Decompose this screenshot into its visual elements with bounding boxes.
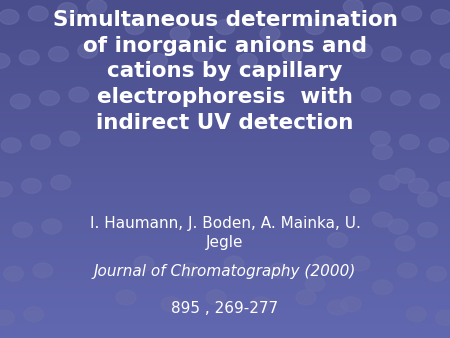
Circle shape [215, 20, 235, 34]
Circle shape [305, 276, 325, 291]
Circle shape [395, 168, 415, 183]
Circle shape [42, 219, 62, 234]
Circle shape [350, 189, 370, 203]
Circle shape [4, 266, 23, 281]
Circle shape [305, 20, 325, 34]
Circle shape [373, 145, 392, 160]
Circle shape [429, 138, 449, 153]
Circle shape [0, 182, 12, 197]
Text: I. Haumann, J. Boden, A. Mainka, U.
Jegle: I. Haumann, J. Boden, A. Mainka, U. Jegl… [90, 216, 360, 250]
Circle shape [251, 297, 271, 312]
Circle shape [402, 6, 422, 21]
Circle shape [170, 26, 190, 41]
Circle shape [361, 87, 381, 102]
Circle shape [224, 256, 244, 271]
Circle shape [395, 236, 415, 251]
Circle shape [397, 263, 417, 278]
Circle shape [69, 87, 89, 102]
Circle shape [51, 175, 71, 190]
Circle shape [161, 297, 181, 312]
Circle shape [391, 91, 410, 105]
Circle shape [343, 0, 363, 14]
Circle shape [22, 178, 41, 193]
Circle shape [60, 131, 80, 146]
Circle shape [24, 307, 44, 322]
Circle shape [427, 266, 446, 281]
Text: 895 , 269-277: 895 , 269-277 [171, 301, 279, 316]
Text: Simultaneous determination
of inorganic anions and
cations by capillary
electrop: Simultaneous determination of inorganic … [53, 10, 397, 132]
Circle shape [436, 310, 450, 325]
Circle shape [328, 233, 347, 247]
Circle shape [373, 280, 392, 295]
Circle shape [206, 290, 226, 305]
Circle shape [0, 53, 10, 68]
Circle shape [388, 219, 408, 234]
Circle shape [87, 0, 107, 14]
Circle shape [440, 53, 450, 68]
Circle shape [406, 307, 426, 322]
Circle shape [33, 263, 53, 278]
Circle shape [438, 182, 450, 197]
Circle shape [341, 297, 361, 312]
Circle shape [193, 47, 212, 62]
Circle shape [134, 256, 154, 271]
Circle shape [352, 43, 372, 58]
Circle shape [148, 53, 167, 68]
Circle shape [40, 91, 59, 105]
Circle shape [13, 222, 32, 237]
Circle shape [1, 138, 21, 153]
Circle shape [418, 222, 437, 237]
Circle shape [49, 47, 68, 62]
Circle shape [328, 300, 347, 315]
Circle shape [296, 290, 316, 305]
Circle shape [314, 256, 334, 271]
Circle shape [78, 43, 98, 58]
Circle shape [382, 47, 401, 62]
Text: Journal of Chromatography (2000): Journal of Chromatography (2000) [94, 264, 356, 279]
Circle shape [125, 20, 145, 34]
Circle shape [409, 178, 428, 193]
Circle shape [116, 290, 136, 305]
Circle shape [350, 256, 370, 271]
Circle shape [260, 26, 280, 41]
Circle shape [373, 3, 392, 18]
Circle shape [0, 9, 19, 24]
Circle shape [373, 212, 392, 227]
Circle shape [283, 47, 302, 62]
Circle shape [58, 3, 77, 18]
Circle shape [379, 175, 399, 190]
Circle shape [420, 94, 440, 109]
Circle shape [418, 192, 437, 207]
Circle shape [0, 310, 14, 325]
Circle shape [400, 135, 419, 149]
Circle shape [10, 94, 30, 109]
Circle shape [238, 53, 257, 68]
Circle shape [370, 131, 390, 146]
Circle shape [411, 50, 431, 65]
Circle shape [179, 263, 199, 278]
Circle shape [19, 50, 39, 65]
Circle shape [31, 135, 50, 149]
Circle shape [431, 9, 450, 24]
Circle shape [28, 6, 48, 21]
Circle shape [269, 263, 289, 278]
